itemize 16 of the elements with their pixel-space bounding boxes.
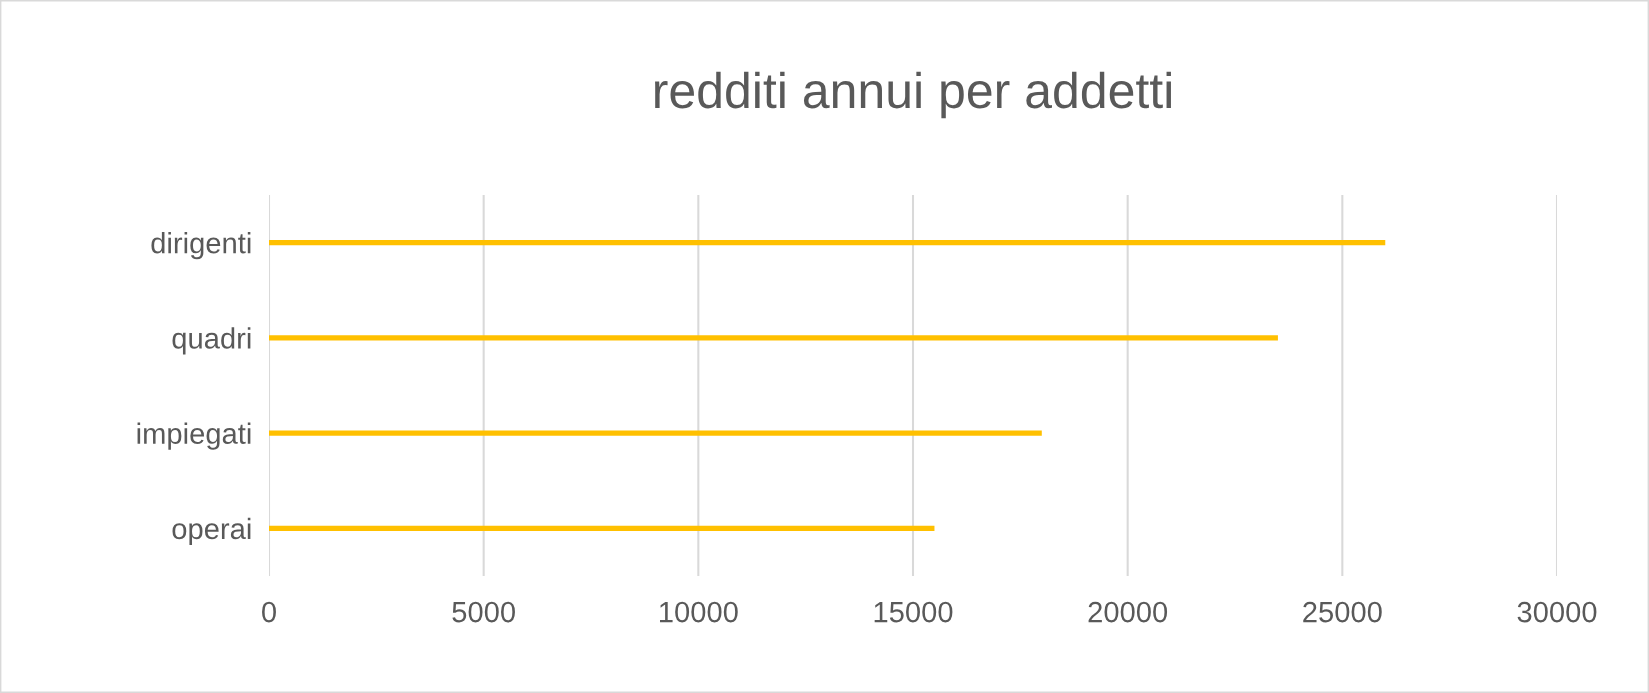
chart-title: redditi annui per addetti: [655, 71, 1171, 119]
y-tick-label: quadri: [172, 327, 251, 355]
bar: [269, 430, 1042, 436]
x-tick-label: 30000: [1517, 601, 1597, 623]
y-tick-label: dirigenti: [151, 232, 251, 260]
x-tick-label: 0: [262, 601, 276, 623]
x-tick-label: 20000: [1088, 601, 1168, 623]
y-tick-label: operai: [172, 517, 251, 545]
bar: [269, 335, 1278, 341]
y-tick-label: impiegati: [137, 422, 251, 450]
x-tick-label: 25000: [1303, 601, 1382, 623]
bar: [269, 240, 1386, 246]
x-tick-label: 5000: [452, 601, 515, 623]
x-tick-label: 10000: [660, 601, 738, 623]
bar: [269, 525, 935, 531]
x-tick-label: 15000: [874, 601, 953, 623]
